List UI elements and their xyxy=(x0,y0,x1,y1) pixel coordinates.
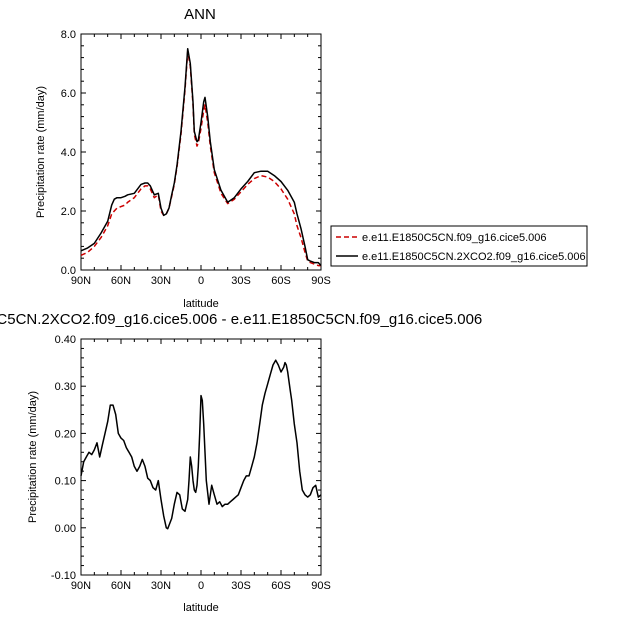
bottom-x-tick-label: 30S xyxy=(231,580,251,592)
legend: e.e11.E1850C5CN.f09_g16.cice5.006 e.e11.… xyxy=(330,225,588,267)
bottom-y-tick-label: -0.10 xyxy=(51,570,76,582)
bottom-x-tick-label: 90S xyxy=(311,580,331,592)
top-y-tick-label: 8.0 xyxy=(61,29,76,41)
bottom-x-axis-label: latitude xyxy=(183,602,218,614)
bottom-x-tick-label: 30N xyxy=(151,580,171,592)
bottom-series-group xyxy=(80,359,322,530)
bottom-x-tick-label: 0 xyxy=(198,580,204,592)
top-y-tick-label: 4.0 xyxy=(61,147,76,159)
top-x-tick-label: 30S xyxy=(231,275,251,287)
bottom-plot-frame xyxy=(80,338,322,576)
top-series-line-1 xyxy=(80,48,322,267)
bottom-x-tick-label: 60S xyxy=(271,580,291,592)
top-y-tick-label: 6.0 xyxy=(61,88,76,100)
top-y-axis-label: Precipitation rate (mm/day) xyxy=(35,86,47,218)
top-series-group xyxy=(80,48,322,267)
bottom-x-tick-label: 90N xyxy=(71,580,91,592)
top-axis-ticks: 90N 60N 30N 0 30S 60S 90S 0.0 2.0 4.0 6.0 8.0 xyxy=(61,29,331,287)
top-panel: ANN 90N 60N 30N 0 30S 60S 90S 0.0 2.0 4.0 6.0 8.0 l… xyxy=(35,6,331,310)
top-x-tick-label: 60N xyxy=(111,275,131,287)
top-plot-frame xyxy=(80,33,322,271)
bottom-x-tick-label: 60N xyxy=(111,580,131,592)
top-x-tick-label: 60S xyxy=(271,275,291,287)
bottom-y-tick-label: 0.00 xyxy=(55,523,76,535)
bottom-y-tick-label: 0.40 xyxy=(55,334,76,346)
legend-label-control: e.e11.E1850C5CN.f09_g16.cice5.006 xyxy=(362,232,547,244)
legend-label-2xco2: e.e11.E1850C5CN.2XCO2.f09_g16.cice5.006 xyxy=(362,251,586,263)
bottom-panel: 50C5CN.2XCO2.f09_g16.cice5.006 - e.e11.E… xyxy=(0,311,482,614)
bottom-axis-ticks: 90N 60N 30N 0 30S 60S 90S -0.10 0.00 0.10 0.20 0.30… xyxy=(51,334,331,592)
top-x-tick-label: 0 xyxy=(198,275,204,287)
bottom-chart-title: 50C5CN.2XCO2.f09_g16.cice5.006 - e.e11.E… xyxy=(0,311,482,328)
top-series-line-0 xyxy=(80,50,321,267)
bottom-y-tick-label: 0.10 xyxy=(55,476,76,488)
bottom-y-axis-label: Precipitation rate (mm/day) xyxy=(27,391,39,523)
bottom-y-tick-label: 0.20 xyxy=(55,428,76,440)
bottom-y-tick-label: 0.30 xyxy=(55,381,76,393)
top-y-tick-label: 0.0 xyxy=(61,265,76,277)
top-x-axis-label: latitude xyxy=(183,298,218,310)
top-x-tick-label: 90N xyxy=(71,275,91,287)
top-y-tick-label: 2.0 xyxy=(61,206,76,218)
bottom-series-line-0 xyxy=(80,359,322,530)
top-x-tick-label: 90S xyxy=(311,275,331,287)
legend-frame xyxy=(330,225,588,267)
top-chart-title: ANN xyxy=(184,6,216,23)
top-x-tick-label: 30N xyxy=(151,275,171,287)
